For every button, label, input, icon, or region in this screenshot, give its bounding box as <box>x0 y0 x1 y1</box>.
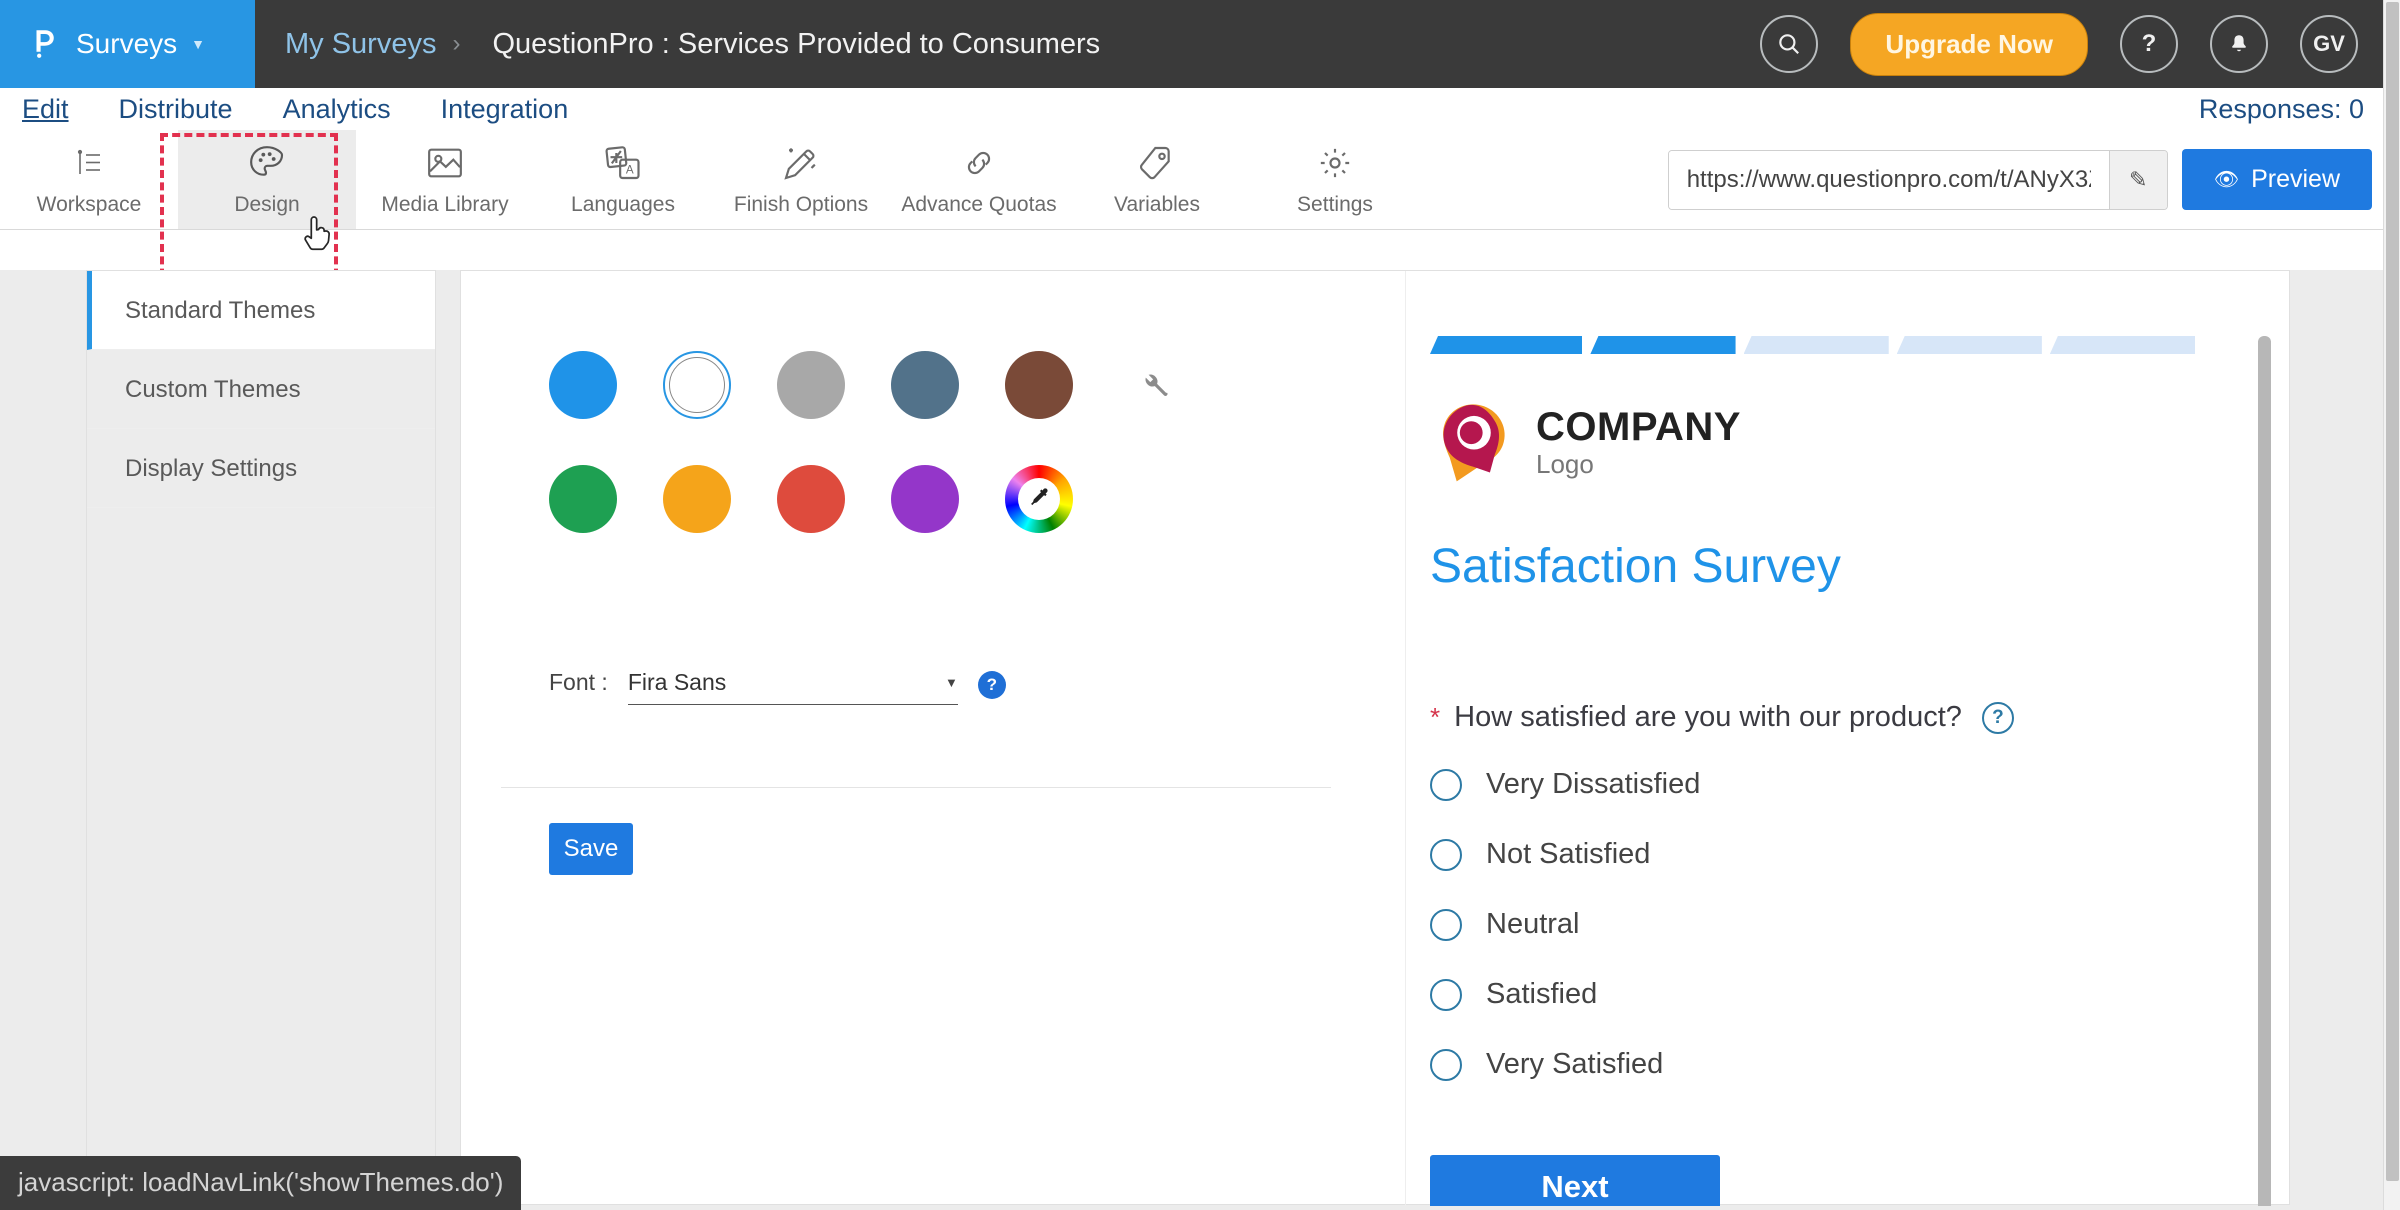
svg-text:A: A <box>626 163 634 176</box>
